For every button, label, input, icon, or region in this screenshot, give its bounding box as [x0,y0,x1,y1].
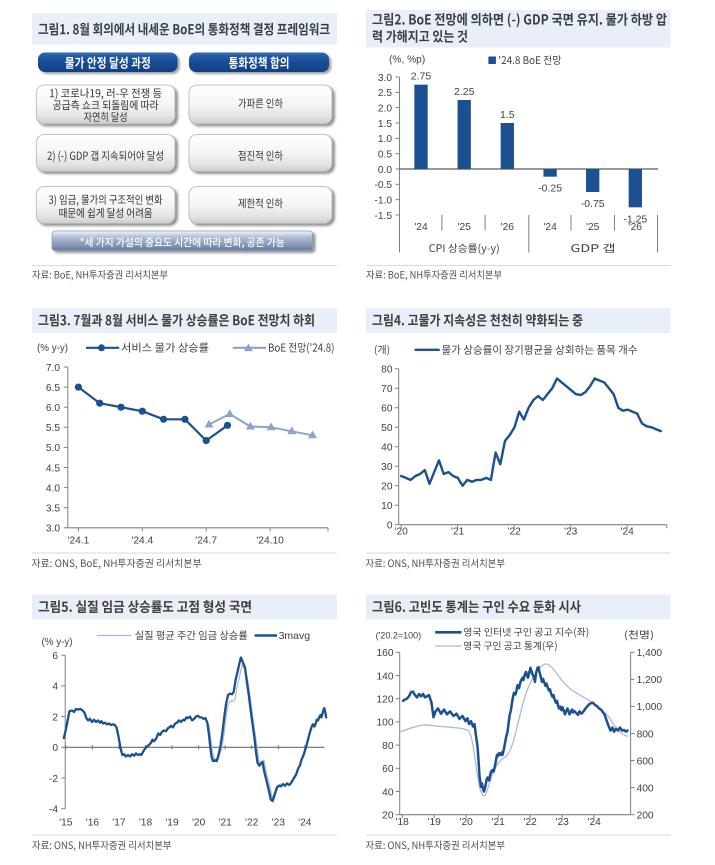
svg-text:-0.75: -0.75 [581,198,605,210]
svg-text:70: 70 [381,384,393,395]
svg-text:60: 60 [381,404,393,415]
svg-text:0: 0 [387,521,393,532]
svg-text:200: 200 [637,811,654,822]
svg-text:'24.10: '24.10 [256,536,284,547]
svg-text:5.5: 5.5 [46,423,60,434]
svg-text:800: 800 [637,729,654,740]
svg-text:'22: '22 [524,817,538,828]
svg-text:'24: '24 [621,527,635,538]
svg-text:'21: '21 [219,818,233,829]
svg-text:'24.1: '24.1 [68,536,90,547]
svg-text:140: 140 [377,671,394,682]
svg-text:'26: '26 [629,222,643,233]
svg-text:1,200: 1,200 [637,675,663,686]
svg-text:'25: '25 [586,222,600,233]
svg-text:5.0: 5.0 [46,443,60,454]
svg-text:1,400: 1,400 [637,648,663,659]
svg-text:'15: '15 [59,818,73,829]
svg-text:160: 160 [377,648,394,659]
svg-text:3.0: 3.0 [46,524,60,535]
svg-text:30: 30 [381,462,393,473]
svg-text:'19: '19 [428,817,442,828]
svg-text:40: 40 [382,787,394,798]
svg-text:1.0: 1.0 [378,134,392,145]
svg-text:20: 20 [382,811,394,822]
svg-text:120: 120 [377,695,394,706]
svg-text:2: 2 [52,712,58,723]
svg-text:'26: '26 [501,222,515,233]
svg-text:100: 100 [377,718,394,729]
svg-text:'20: '20 [395,527,409,538]
svg-text:'25: '25 [458,222,472,233]
svg-text:'16: '16 [86,818,100,829]
svg-text:80: 80 [381,365,393,376]
svg-text:3.5: 3.5 [46,504,60,515]
svg-text:400: 400 [637,783,654,794]
svg-text:4.0: 4.0 [46,483,60,494]
svg-text:-1.0: -1.0 [374,195,392,206]
svg-text:-1.25: -1.25 [623,213,647,225]
svg-text:'23: '23 [564,527,578,538]
svg-text:2.75: 2.75 [411,71,432,83]
svg-text:50: 50 [381,423,393,434]
svg-text:2.0: 2.0 [378,104,392,115]
svg-text:7.0: 7.0 [46,363,60,374]
svg-text:600: 600 [637,756,654,767]
svg-text:'20: '20 [192,818,206,829]
svg-text:'24: '24 [543,222,557,233]
svg-text:1,000: 1,000 [637,702,663,713]
svg-text:'21: '21 [451,527,465,538]
svg-text:'19: '19 [165,818,179,829]
svg-text:'18: '18 [396,817,410,828]
svg-text:6.5: 6.5 [46,383,60,394]
svg-text:3mavg: 3mavg [279,630,311,642]
svg-text:(% y-y): (% y-y) [42,637,73,648]
svg-text:10: 10 [381,501,393,512]
svg-text:-2: -2 [49,774,58,785]
svg-text:40: 40 [381,443,393,454]
svg-text:'24: '24 [588,817,602,828]
svg-text:'21: '21 [492,817,506,828]
svg-text:'24.4: '24.4 [131,536,153,547]
svg-text:'24.7: '24.7 [195,536,217,547]
svg-text:('20.2=100): ('20.2=100) [376,631,422,641]
svg-text:-4: -4 [49,805,58,816]
svg-text:6: 6 [52,651,58,662]
svg-text:'20: '20 [460,817,474,828]
svg-text:'24: '24 [298,818,312,829]
svg-text:0: 0 [52,743,58,754]
svg-text:'17: '17 [112,818,126,829]
svg-text:'24: '24 [414,222,428,233]
svg-text:'22: '22 [508,527,522,538]
svg-text:60: 60 [382,764,394,775]
svg-text:1.5: 1.5 [500,109,515,121]
svg-text:-1.5: -1.5 [374,211,392,222]
svg-text:1.5: 1.5 [378,119,392,130]
svg-text:0.5: 0.5 [378,150,392,161]
svg-text:'22: '22 [245,818,259,829]
svg-text:0.0: 0.0 [378,165,392,176]
svg-text:'23: '23 [556,817,570,828]
svg-text:'18: '18 [139,818,153,829]
svg-text:80: 80 [382,741,394,752]
svg-text:3.0: 3.0 [378,73,392,84]
svg-text:2.25: 2.25 [454,86,475,98]
svg-text:4: 4 [52,682,58,693]
svg-text:4.5: 4.5 [46,463,60,474]
svg-text:-0.5: -0.5 [374,180,392,191]
svg-text:(%, %p): (%, %p) [389,55,425,66]
svg-text:20: 20 [381,482,393,493]
svg-text:'23: '23 [272,818,286,829]
svg-text:2.5: 2.5 [378,88,392,99]
svg-text:6.0: 6.0 [46,403,60,414]
svg-text:(% y-y): (% y-y) [37,343,68,354]
svg-text:-0.25: -0.25 [538,183,562,195]
